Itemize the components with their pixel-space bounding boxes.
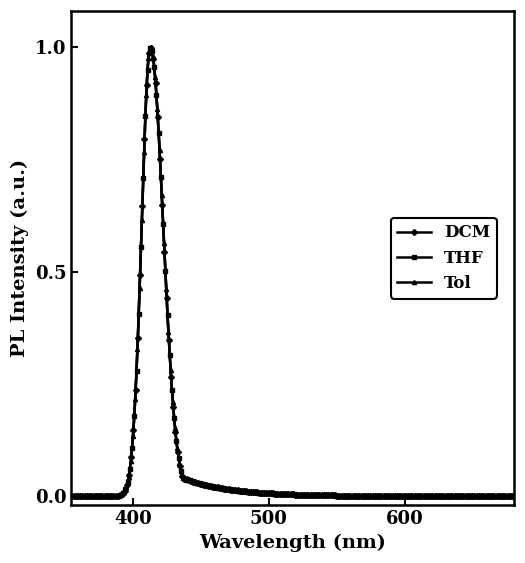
Y-axis label: PL Intensity (a.u.): PL Intensity (a.u.)	[11, 159, 29, 358]
Legend: DCM, THF, Tol: DCM, THF, Tol	[391, 218, 497, 298]
X-axis label: Wavelength (nm): Wavelength (nm)	[199, 534, 386, 552]
